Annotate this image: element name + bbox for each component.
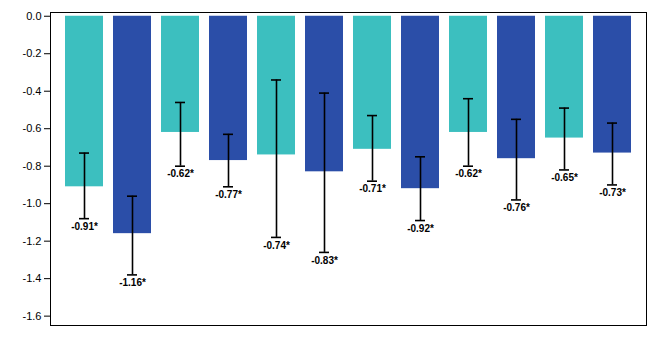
svg-text:-1.16*: -1.16* [119,277,146,288]
svg-text:-0.2: -0.2 [23,47,42,59]
svg-text:-0.91*: -0.91* [71,221,98,232]
svg-text:-0.92*: -0.92* [407,223,434,234]
svg-text:0.0: 0.0 [26,10,41,22]
svg-text:-0.76*: -0.76* [503,202,530,213]
svg-text:-0.8: -0.8 [23,160,42,172]
svg-text:-1.6: -1.6 [23,310,42,322]
svg-text:-0.74*: -0.74* [263,240,290,251]
svg-text:-0.62*: -0.62* [455,168,482,179]
svg-text:-1.0: -1.0 [23,197,42,209]
svg-text:-1.2: -1.2 [23,235,42,247]
svg-text:-0.4: -0.4 [23,85,42,97]
svg-text:-0.62*: -0.62* [167,168,194,179]
svg-text:-0.6: -0.6 [23,122,42,134]
svg-text:-0.73*: -0.73* [599,187,626,198]
svg-text:-0.83*: -0.83* [311,255,338,266]
svg-text:-0.77*: -0.77* [215,189,242,200]
svg-text:-0.71*: -0.71* [359,183,386,194]
svg-text:-1.4: -1.4 [23,272,42,284]
svg-text:-0.65*: -0.65* [551,172,578,183]
